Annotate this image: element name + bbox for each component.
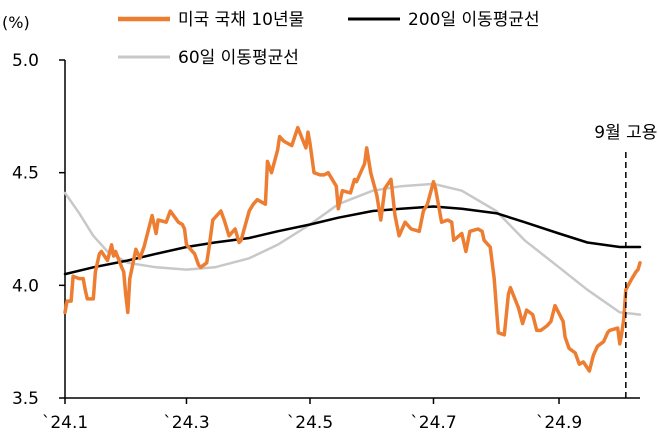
x-tick-label: `24.5: [287, 413, 333, 433]
x-tick-label: `24.7: [410, 413, 456, 433]
y-tick-label: 4.5: [12, 164, 39, 184]
axes: 3.5 4.0 4.5 5.0 `24.1 `24.3 `24.5 `24.7 `24.9: [12, 51, 640, 433]
y-unit-label: (%): [2, 13, 30, 32]
series-line-us10y: [63, 125, 642, 373]
series-line-ma200: [63, 205, 642, 276]
y-tick-label: 3.5: [12, 389, 39, 409]
x-tick-label: `24.9: [536, 413, 582, 433]
y-tick-label: 5.0: [12, 51, 39, 71]
legend-label-us10y: 미국 국채 10년물: [178, 10, 304, 30]
x-tick-label: `24.1: [42, 413, 88, 433]
annotation-label: 9월 고용: [594, 123, 657, 143]
legend-label-ma200: 200일 이동평균선: [408, 10, 540, 30]
annotation: 9월 고용: [594, 123, 657, 398]
legend-label-ma60: 60일 이동평균선: [178, 48, 299, 68]
x-tick-label: `24.3: [163, 413, 209, 433]
y-tick-label: 4.0: [12, 276, 39, 296]
series-line-ma60: [63, 182, 642, 316]
plot-area: [63, 125, 642, 373]
legend: 미국 국채 10년물 200일 이동평균선 60일 이동평균선: [118, 10, 540, 68]
